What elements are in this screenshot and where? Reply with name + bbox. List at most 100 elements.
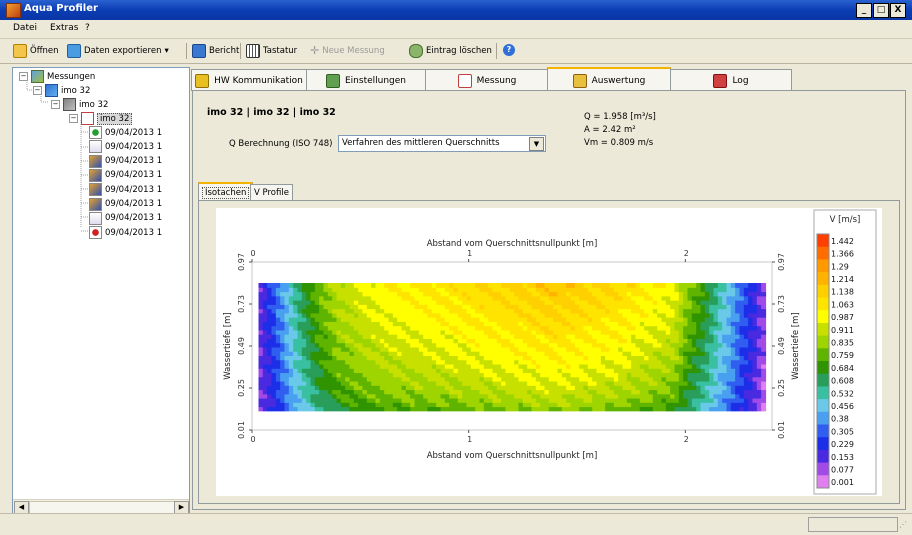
tree-entry[interactable]: 09/04/2013 1	[89, 154, 162, 168]
keyboard-button[interactable]: Tastatur	[246, 44, 297, 58]
heatmap-cell	[665, 368, 671, 374]
minimize-button[interactable]: _	[856, 3, 872, 18]
heatmap-cell	[418, 346, 424, 352]
collapse-icon[interactable]: −	[51, 100, 60, 109]
menu-extras[interactable]: Extras	[50, 23, 79, 33]
heatmap-cell	[423, 380, 429, 386]
heatmap-cell	[262, 359, 268, 365]
heatmap-cell	[388, 317, 394, 322]
heatmap-cell	[514, 329, 520, 335]
tab-auswertung[interactable]: Auswertung	[547, 67, 671, 93]
heatmap-cell	[635, 376, 641, 382]
open-button[interactable]: Öffnen	[13, 44, 59, 58]
heatmap-cell	[700, 342, 706, 348]
heatmap-cell	[761, 393, 767, 399]
menu-datei[interactable]: Datei	[13, 23, 38, 33]
report-button[interactable]: Bericht	[192, 44, 239, 58]
heatmap-cell	[626, 295, 632, 301]
heatmap-cell	[262, 351, 268, 356]
heatmap-cell	[405, 317, 411, 322]
tab-einstellungen[interactable]: Einstellungen	[306, 69, 426, 91]
heatmap-cell	[457, 393, 463, 399]
heatmap-cell	[648, 291, 654, 297]
heatmap-cell	[748, 368, 754, 374]
heatmap-cell	[574, 389, 580, 395]
heatmap-cell	[323, 363, 329, 369]
tree-entry[interactable]: 09/04/2013 1	[89, 197, 162, 211]
heatmap-cell	[262, 300, 268, 305]
tree-node-level2[interactable]: − imo 32	[51, 98, 109, 111]
heatmap-cell	[696, 287, 702, 293]
heatmap-cell	[262, 376, 268, 382]
menu-help[interactable]: ?	[85, 23, 90, 33]
heatmap-cell	[345, 351, 351, 356]
collapse-icon[interactable]: −	[19, 72, 28, 81]
tree-horizontal-scrollbar[interactable]: ◀ ▶	[13, 499, 189, 515]
heatmap-cell	[349, 312, 355, 318]
heatmap-cell	[600, 402, 606, 408]
heatmap-cell	[310, 363, 316, 369]
export-button[interactable]: Daten exportieren ▾	[67, 44, 169, 58]
tree-entry[interactable]: 09/04/2013 1	[89, 183, 162, 197]
tab-hw-kommunikation[interactable]: HW Kommunikation	[191, 69, 307, 91]
heatmap-cell	[622, 312, 628, 318]
heatmap-cell	[657, 304, 663, 310]
heatmap-cell	[267, 325, 273, 331]
tree-entry[interactable]: 09/04/2013 1	[89, 168, 162, 182]
measurements-icon	[31, 70, 44, 83]
collapse-icon[interactable]: −	[33, 86, 42, 95]
tree-entry[interactable]: 09/04/2013 1	[89, 226, 162, 240]
tree-node-level1[interactable]: − imo 32	[33, 84, 91, 97]
new-measurement-button[interactable]: ✛ Neue Messung	[310, 44, 385, 57]
heatmap-cell	[496, 300, 502, 305]
heatmap-cell	[301, 283, 307, 288]
tree-entry[interactable]: 09/04/2013 1	[89, 211, 162, 225]
heatmap-cell	[418, 402, 424, 408]
area-value: A = 2.42 m²	[584, 125, 636, 135]
close-button[interactable]: X	[890, 3, 906, 18]
heatmap-cell	[258, 359, 264, 365]
heatmap-cell	[418, 300, 424, 305]
heatmap-cell	[449, 300, 455, 305]
help-button[interactable]: ?	[503, 44, 515, 56]
heatmap-cell	[271, 321, 277, 327]
tree-node-root[interactable]: − Messungen	[19, 70, 96, 83]
heatmap-cell	[371, 359, 377, 365]
heatmap-cell	[587, 283, 593, 288]
tree-entry[interactable]: 09/04/2013 1	[89, 140, 162, 154]
chevron-down-icon[interactable]: ▼	[529, 137, 544, 151]
heatmap-cell	[683, 406, 689, 412]
heatmap-cell	[505, 291, 511, 297]
heatmap-cell	[457, 334, 463, 339]
heatmap-cell	[488, 329, 494, 335]
heatmap-cell	[388, 304, 394, 310]
maximize-button[interactable]: □	[873, 3, 889, 18]
heatmap-cell	[609, 334, 615, 339]
tree-entry[interactable]: 09/04/2013 1	[89, 126, 162, 139]
heatmap-cell	[501, 363, 507, 369]
subtab-v-profile[interactable]: V Profile	[250, 184, 293, 201]
tree-view[interactable]: − Messungen − imo 32 − imo 32 − imo 32 0…	[12, 67, 190, 515]
subtab-isotachen[interactable]: Isotachen	[198, 182, 254, 202]
heatmap-cell	[561, 304, 567, 310]
heatmap-cell	[470, 351, 476, 356]
tab-messung[interactable]: Messung	[425, 69, 549, 91]
heatmap-cell	[297, 291, 303, 297]
heatmap-cell	[453, 397, 459, 403]
heatmap-cell	[618, 406, 624, 412]
collapse-icon[interactable]: −	[69, 114, 78, 123]
heatmap-cell	[427, 402, 433, 408]
delete-entry-button[interactable]: Eintrag löschen	[409, 44, 492, 58]
heatmap-cell	[600, 397, 606, 403]
heatmap-cell	[592, 321, 598, 327]
heatmap-cell	[466, 346, 472, 352]
heatmap-cell	[418, 338, 424, 344]
resize-grip-icon[interactable]: ⋰	[899, 520, 907, 529]
tree-node-level3[interactable]: − imo 32	[69, 112, 133, 125]
heatmap-cell	[444, 385, 450, 391]
tab-log[interactable]: Log	[670, 69, 792, 91]
heatmap-cell	[293, 351, 299, 356]
heatmap-cell	[739, 338, 745, 344]
heatmap-cell	[722, 355, 728, 361]
q-method-select[interactable]: Verfahren des mittleren Querschnitts ▼	[338, 135, 546, 152]
